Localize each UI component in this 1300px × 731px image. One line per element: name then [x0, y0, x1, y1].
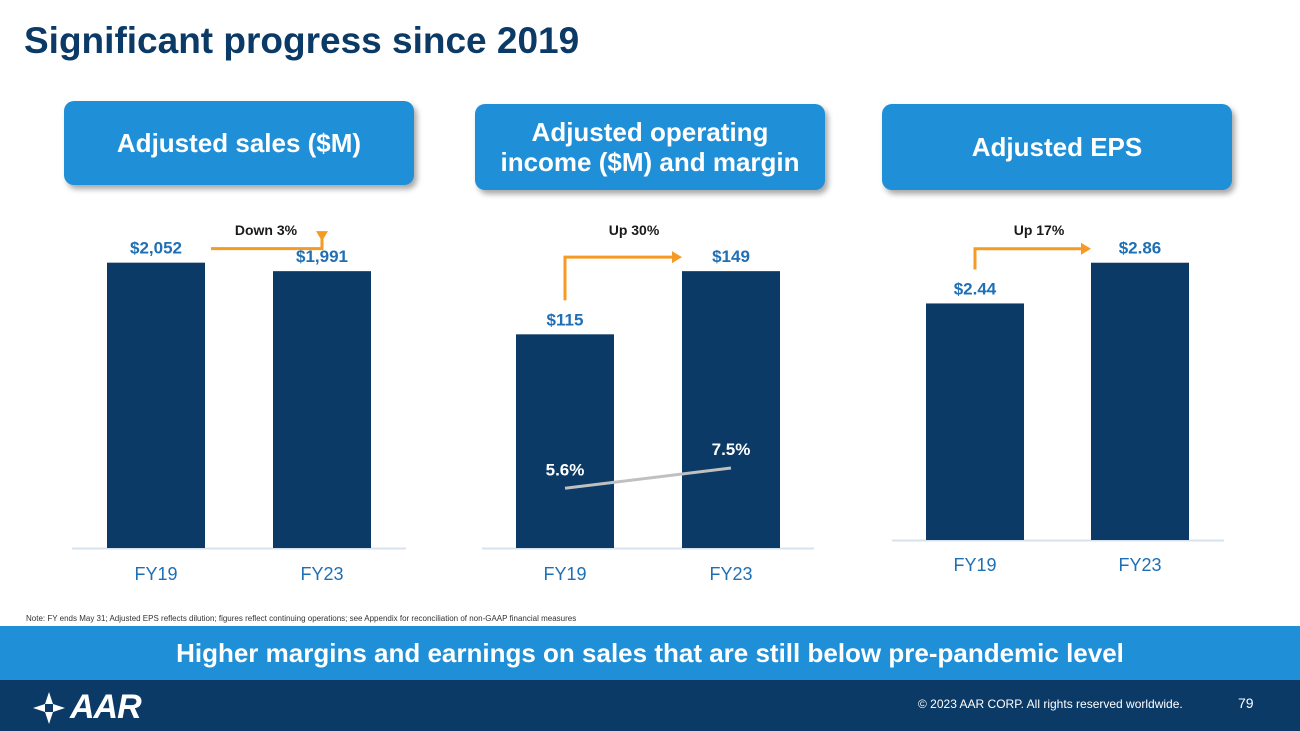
- footnote: Note: FY ends May 31; Adjusted EPS refle…: [26, 614, 577, 623]
- adjusted-operating-income-header-text: Adjusted operating income ($M) and margi…: [500, 117, 800, 177]
- operating-income-bar-fy23: [682, 271, 780, 548]
- sales-bar-fy19: [107, 262, 205, 548]
- operating-income-value-label-fy23: $149: [712, 247, 750, 266]
- eps-value-label-fy23: $2.86: [1119, 239, 1162, 258]
- takeaway-banner: Higher margins and earnings on sales tha…: [0, 626, 1300, 680]
- operating-margin-line: [564, 466, 732, 490]
- operating-income-value-label-fy19: $115: [547, 310, 584, 329]
- sales-change-label: Down 3%: [235, 222, 298, 238]
- sales-value-label-fy19: $2,052: [130, 239, 182, 258]
- charts-canvas: $2,052 FY19 $1,991 FY23 Down 3% $115 FY19 $149 F…: [72, 222, 1224, 584]
- eps-bar-fy23: [1091, 262, 1189, 540]
- aar-logo-icon: [33, 691, 65, 724]
- operating-margin-label-fy23: 7.5%: [712, 440, 751, 459]
- eps-change-label: Up 17%: [1014, 222, 1065, 238]
- aar-logo: AAR: [32, 688, 142, 727]
- copyright: © 2023 AAR CORP. All rights reserved wor…: [918, 697, 1183, 711]
- operating-income-change-arrow-line: [563, 255, 674, 301]
- eps-value-label-fy19: $2.44: [954, 279, 997, 298]
- sales-change-arrowhead: [316, 231, 328, 242]
- adjusted-eps-header: Adjusted EPS: [882, 104, 1232, 190]
- eps-change-arrowhead: [1081, 242, 1091, 255]
- slide-title: Significant progress since 2019: [24, 20, 580, 61]
- footer-bar: AAR © 2023 AAR CORP. All rights reserved…: [0, 680, 1300, 731]
- sales-value-label-fy23: $1,991: [296, 247, 348, 266]
- eps-tick-label-fy23: FY23: [1118, 555, 1161, 575]
- eps-bar-fy19: [926, 303, 1024, 540]
- aar-logo-text: AAR: [70, 688, 142, 726]
- sales-tick-label-fy19: FY19: [134, 564, 177, 584]
- sales-bar-fy23: [273, 271, 371, 548]
- operating-income-change-label: Up 30%: [609, 222, 660, 238]
- eps-change-arrow-line: [973, 247, 1083, 270]
- operating-margin-label-fy19: 5.6%: [546, 460, 585, 479]
- operating-income-change-arrowhead: [672, 251, 682, 264]
- eps-tick-label-fy19: FY19: [953, 555, 996, 575]
- adjusted-operating-income-header: Adjusted operating income ($M) and margi…: [475, 104, 825, 190]
- adjusted-sales-header: Adjusted sales ($M): [64, 101, 414, 185]
- operating-income-tick-label-fy19: FY19: [543, 564, 586, 584]
- page-number: 79: [1238, 695, 1254, 711]
- operating-income-tick-label-fy23: FY23: [709, 564, 752, 584]
- operating-income-bar-fy19: [516, 334, 614, 548]
- sales-tick-label-fy23: FY23: [300, 564, 343, 584]
